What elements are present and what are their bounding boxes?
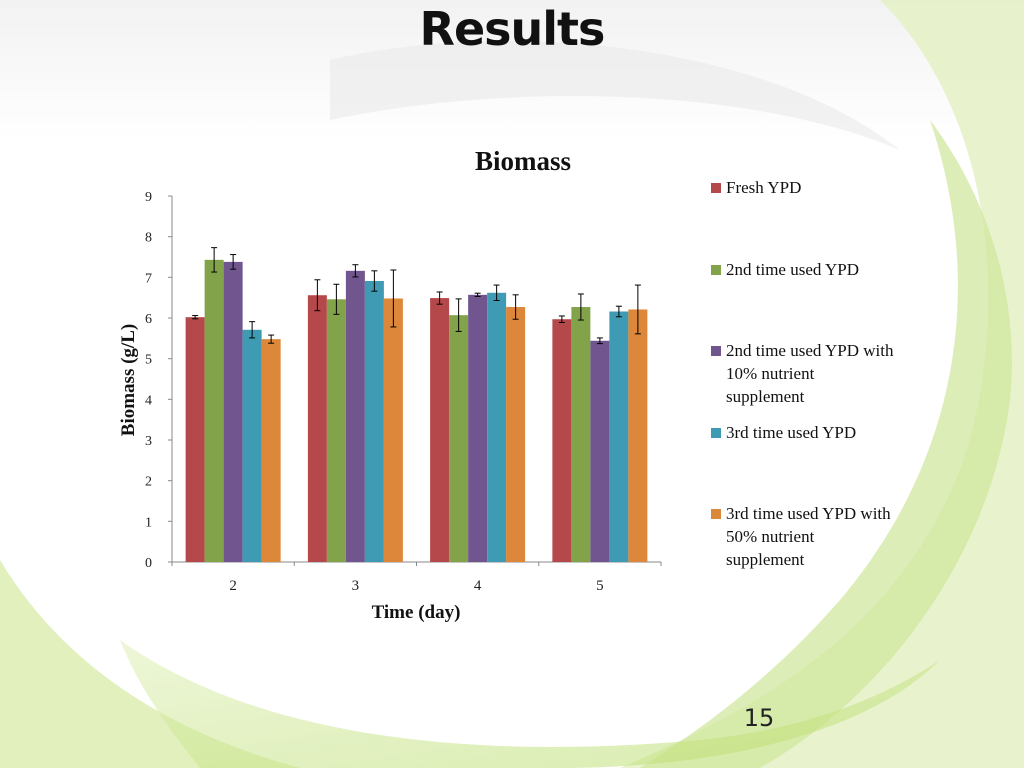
background-swoosh-left [0,560,300,768]
bar [506,307,526,562]
bar [430,298,450,562]
legend-swatch [711,346,721,356]
y-tick-label: 7 [145,271,152,286]
legend-label: 3rd time used YPD with 50% nutrient supp… [726,504,891,569]
y-tick-label: 4 [145,393,152,408]
bar [204,259,224,562]
y-tick-label: 3 [145,434,152,449]
legend-label: 2nd time used YPD [726,260,860,279]
y-tick-label: 6 [145,312,152,327]
y-tick-label: 2 [145,475,152,490]
y-tick-label: 5 [145,353,152,368]
bar [609,311,629,562]
bar [242,329,262,562]
bar [345,270,365,562]
y-tick-label: 1 [145,515,152,530]
legend-item-2nd-time-used-ypd: 2nd time used YPD [711,258,941,281]
bar [449,315,469,562]
y-tick-label: 8 [145,231,152,246]
bar [223,261,243,562]
legend-item-3rd-time-used-ypd-50pct: 3rd time used YPD with 50% nutrient supp… [711,502,941,571]
legend-swatch [711,183,721,193]
legend-swatch [711,509,721,519]
x-tick-label: 4 [474,578,482,594]
x-tick-label: 3 [352,578,360,594]
legend-swatch [711,265,721,275]
x-tick-label: 5 [596,578,604,594]
legend-item-fresh-ypd: Fresh YPD [711,176,941,199]
bar [487,292,507,562]
legend-item-3rd-time-used-ypd: 3rd time used YPD [711,421,941,444]
slide-title: Results [419,2,606,56]
bar [364,280,384,562]
bar [185,317,205,562]
bar [326,299,346,562]
background-arc-top [330,40,900,150]
legend-label: 3rd time used YPD [726,423,857,442]
bar [571,307,591,562]
bar [590,340,610,562]
y-tick-label: 9 [145,190,152,205]
y-axis-label: Biomass (g/L) [118,324,139,436]
bar [383,298,403,562]
bar [261,339,281,562]
legend-label: 2nd time used YPD with 10% nutrient supp… [726,341,894,406]
background-swoosh-right-inner [640,120,1012,768]
bar [468,294,488,562]
background-swoosh-bottom [120,640,940,768]
legend-swatch [711,428,721,438]
bar [307,295,327,562]
x-axis-label: Time (day) [372,602,461,623]
legend-item-2nd-time-used-ypd-10pct: 2nd time used YPD with 10% nutrient supp… [711,339,941,408]
x-tick-label: 2 [229,578,237,594]
bar [552,319,572,562]
bar [628,309,648,562]
page-number: 15 [743,704,775,732]
y-tick-label: 0 [145,556,152,571]
legend-label: Fresh YPD [726,178,802,197]
chart-title: Biomass [475,146,571,176]
